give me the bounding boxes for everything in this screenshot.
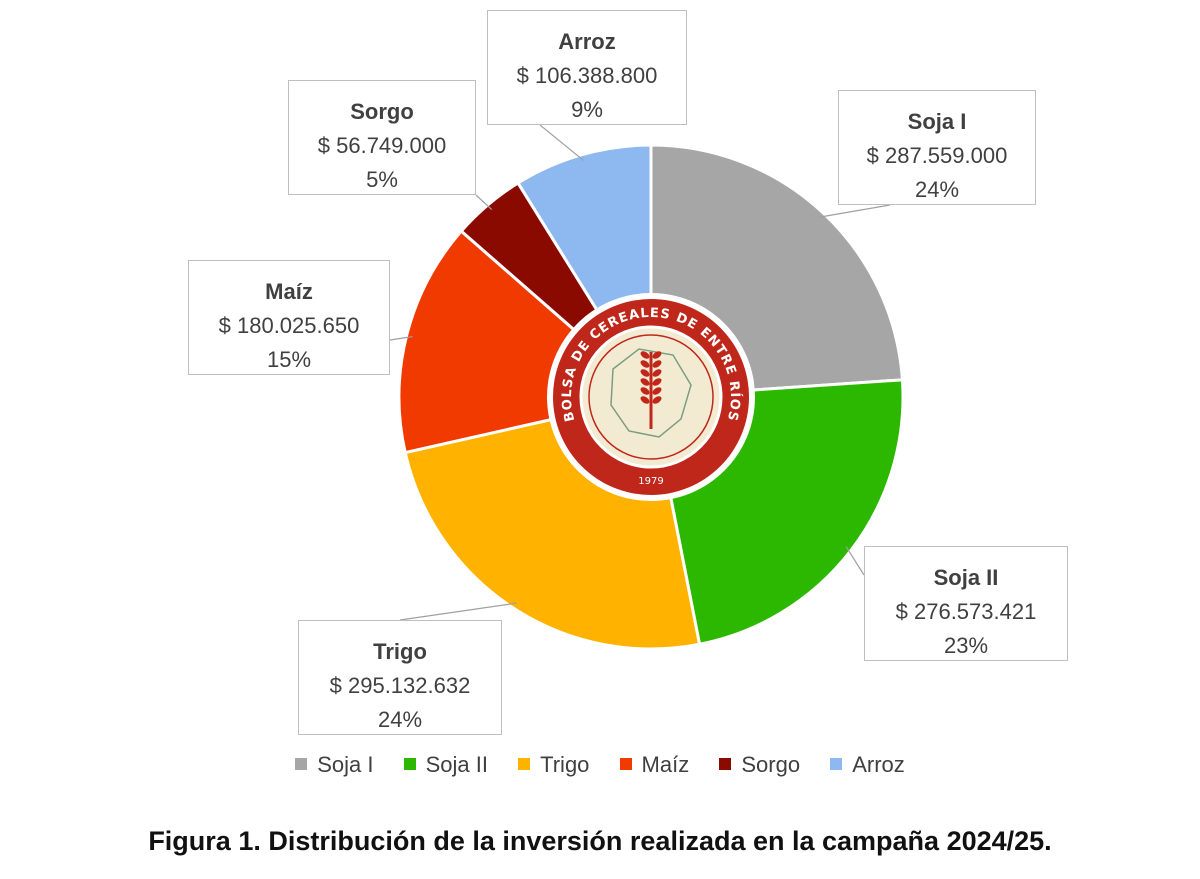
label-trigo-name: Trigo bbox=[373, 639, 427, 664]
legend-swatch-soja-ii bbox=[403, 758, 416, 771]
legend-swatch-arroz bbox=[830, 758, 843, 771]
label-soja-ii-pct: 23% bbox=[943, 633, 989, 658]
logo-year: 1979 bbox=[638, 476, 663, 487]
legend-item-soja-ii: Soja II bbox=[403, 752, 488, 778]
label-soja-ii-amount: $ 276.573.421 bbox=[895, 599, 1037, 624]
logo-wheat-grain bbox=[640, 378, 650, 386]
label-arroz-pct: 9% bbox=[571, 97, 603, 122]
label-sorgo: Sorgo $ 56.749.000 5% bbox=[288, 80, 476, 195]
leader-line-sorgo bbox=[475, 194, 493, 210]
logo-wheat-grain bbox=[640, 387, 650, 395]
logo-wheat-grain bbox=[640, 351, 650, 359]
leader-line-trigo bbox=[399, 602, 517, 621]
logo-wheat-grain bbox=[652, 387, 662, 395]
label-trigo: Trigo $ 295.132.632 24% bbox=[298, 620, 502, 735]
legend-item-trigo: Trigo bbox=[518, 752, 589, 778]
leader-line-soja-i bbox=[818, 204, 891, 218]
label-maiz-pct: 15% bbox=[266, 347, 312, 372]
legend-item-maiz: Maíz bbox=[619, 752, 690, 778]
logo-wheat-grain bbox=[640, 396, 650, 404]
logo-wheat-grain bbox=[640, 369, 650, 377]
label-soja-ii-name: Soja II bbox=[933, 565, 999, 590]
logo-wheat-grain bbox=[652, 351, 662, 359]
label-maiz-amount: $ 180.025.650 bbox=[218, 313, 360, 338]
label-soja-ii: Soja II $ 276.573.421 23% bbox=[864, 546, 1068, 661]
label-arroz: Arroz $ 106.388.800 9% bbox=[487, 10, 687, 125]
legend-label-soja-i: Soja I bbox=[317, 752, 374, 777]
legend-swatch-soja-i bbox=[295, 758, 308, 771]
logo-wheat-grain bbox=[652, 396, 662, 404]
label-maiz: Maíz $ 180.025.650 15% bbox=[188, 260, 390, 375]
logo-wheat-grain bbox=[640, 360, 650, 368]
leader-line-arroz bbox=[539, 124, 584, 161]
legend-item-soja-i: Soja I bbox=[295, 752, 373, 778]
legend-item-sorgo: Sorgo bbox=[719, 752, 800, 778]
legend-swatch-maiz bbox=[619, 758, 632, 771]
leader-line-maiz bbox=[389, 336, 413, 341]
leader-line-soja-ii bbox=[845, 546, 865, 576]
legend-swatch-sorgo bbox=[719, 758, 732, 771]
label-trigo-pct: 24% bbox=[377, 707, 423, 732]
label-sorgo-pct: 5% bbox=[366, 167, 398, 192]
legend-label-maiz: Maíz bbox=[641, 752, 690, 777]
label-soja-i-name: Soja I bbox=[907, 109, 967, 134]
logo-wheat-grain bbox=[652, 369, 662, 377]
label-soja-i: Soja I $ 287.559.000 24% bbox=[838, 90, 1036, 205]
chart-legend: Soja I Soja II Trigo Maíz Sorgo Arroz bbox=[0, 752, 1200, 778]
label-soja-i-amount: $ 287.559.000 bbox=[866, 143, 1008, 168]
logo-wheat-grain bbox=[652, 378, 662, 386]
logo-wheat-grain bbox=[652, 360, 662, 368]
label-sorgo-name: Sorgo bbox=[350, 99, 414, 124]
label-soja-i-pct: 24% bbox=[914, 177, 960, 202]
legend-swatch-trigo bbox=[518, 758, 531, 771]
label-arroz-amount: $ 106.388.800 bbox=[516, 63, 658, 88]
label-maiz-name: Maíz bbox=[265, 279, 313, 304]
legend-item-arroz: Arroz bbox=[830, 752, 905, 778]
label-sorgo-amount: $ 56.749.000 bbox=[317, 133, 447, 158]
label-trigo-amount: $ 295.132.632 bbox=[329, 673, 471, 698]
figure-caption: Figura 1. Distribución de la inversión r… bbox=[148, 826, 1052, 856]
logo-map-outline bbox=[610, 348, 692, 438]
legend-label-soja-ii: Soja II bbox=[425, 752, 488, 777]
label-arroz-name: Arroz bbox=[558, 29, 616, 54]
legend-label-sorgo: Sorgo bbox=[741, 752, 801, 777]
legend-label-trigo: Trigo bbox=[540, 752, 590, 777]
legend-label-arroz: Arroz bbox=[852, 752, 905, 777]
